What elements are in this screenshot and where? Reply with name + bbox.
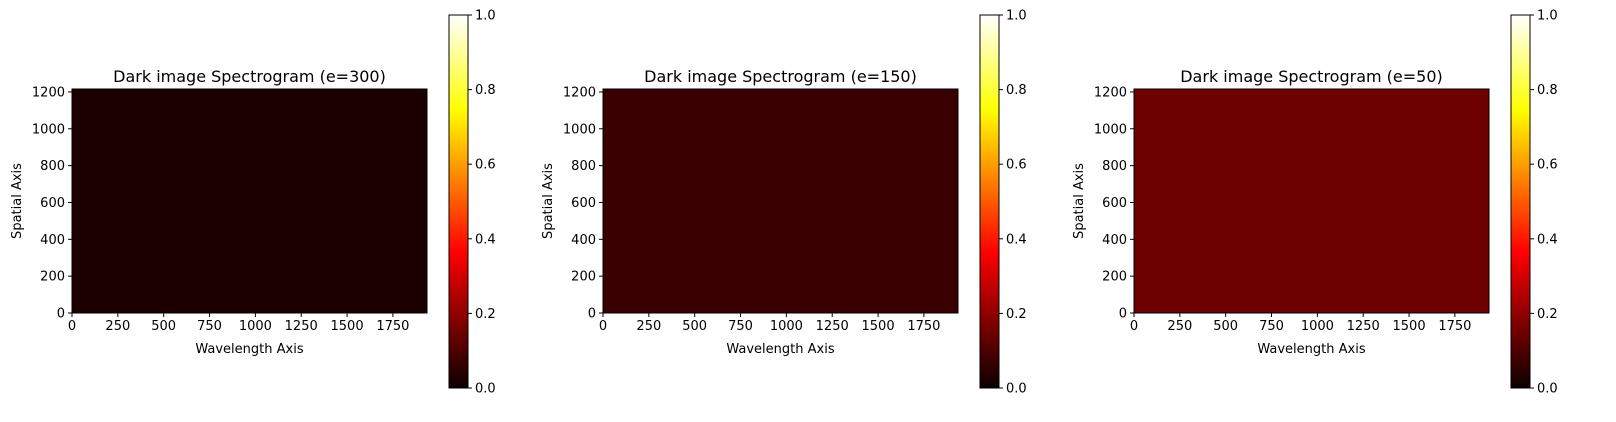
chart-title: Dark image Spectrogram (e=150) bbox=[644, 67, 917, 86]
y-tick-label: 1200 bbox=[563, 85, 596, 100]
colorbar-tick-label: 0.0 bbox=[1537, 382, 1558, 397]
colorbar-tick-label: 1.0 bbox=[1537, 9, 1558, 24]
y-tick-label: 0 bbox=[1119, 307, 1127, 322]
subplot-panel: 0 250 500 750 1000 1250 1500 1750 0 200 400 600 800 1… bbox=[1072, 9, 1558, 397]
x-tick-label: 1000 bbox=[239, 319, 272, 334]
x-tick-label: 1000 bbox=[1301, 319, 1334, 334]
x-tick-label: 1500 bbox=[862, 319, 895, 334]
colorbar-tick-label: 0.4 bbox=[1006, 232, 1027, 247]
y-tick-label: 800 bbox=[571, 159, 596, 174]
colorbar bbox=[448, 14, 469, 389]
colorbar-tick-label: 0.2 bbox=[1006, 307, 1027, 322]
x-tick-label: 1500 bbox=[1393, 319, 1426, 334]
y-axis-label: Spatial Axis bbox=[1072, 163, 1087, 239]
heatmap-image bbox=[602, 88, 959, 314]
colorbar-tick-label: 1.0 bbox=[475, 9, 496, 24]
y-tick-label: 600 bbox=[571, 196, 596, 211]
y-tick-label: 200 bbox=[1102, 270, 1127, 285]
x-tick-label: 1000 bbox=[770, 319, 803, 334]
y-axis-label: Spatial Axis bbox=[541, 163, 556, 239]
y-tick-label: 200 bbox=[571, 270, 596, 285]
colorbar-tick-label: 0.0 bbox=[1006, 382, 1027, 397]
colorbar-tick-label: 0.8 bbox=[475, 83, 496, 98]
x-tick-label: 500 bbox=[682, 319, 707, 334]
colorbar-tick-label: 1.0 bbox=[1006, 9, 1027, 24]
x-tick-label: 250 bbox=[636, 319, 661, 334]
x-tick-label: 750 bbox=[728, 319, 753, 334]
y-tick-label: 200 bbox=[40, 270, 65, 285]
colorbar-tick-label: 0.2 bbox=[475, 307, 496, 322]
colorbar-tick-label: 0.6 bbox=[1537, 158, 1558, 173]
x-tick-label: 500 bbox=[151, 319, 176, 334]
x-tick-label: 1750 bbox=[1438, 319, 1471, 334]
y-tick-label: 0 bbox=[588, 307, 596, 322]
y-tick-label: 800 bbox=[1102, 159, 1127, 174]
x-tick-label: 1750 bbox=[376, 319, 409, 334]
colorbar bbox=[1510, 14, 1531, 389]
y-tick-label: 1000 bbox=[1094, 122, 1127, 137]
x-tick-label: 250 bbox=[1167, 319, 1192, 334]
heatmap-image bbox=[71, 88, 428, 314]
colorbar-tick-label: 0.8 bbox=[1537, 83, 1558, 98]
y-tick-label: 400 bbox=[40, 233, 65, 248]
colorbar-tick-label: 0.2 bbox=[1537, 307, 1558, 322]
chart-title: Dark image Spectrogram (e=300) bbox=[113, 67, 386, 86]
colorbar-tick-label: 0.6 bbox=[1006, 158, 1027, 173]
subplot-panel: 0 250 500 750 1000 1250 1500 1750 0 200 400 600 800 1… bbox=[10, 9, 496, 397]
colorbar-tick-label: 0.4 bbox=[1537, 232, 1558, 247]
x-tick-label: 1250 bbox=[816, 319, 849, 334]
y-tick-label: 0 bbox=[57, 307, 65, 322]
x-tick-label: 0 bbox=[599, 319, 607, 334]
y-tick-label: 1200 bbox=[1094, 85, 1127, 100]
x-tick-label: 1750 bbox=[907, 319, 940, 334]
y-tick-label: 600 bbox=[40, 196, 65, 211]
heatmap-image bbox=[1133, 88, 1490, 314]
x-tick-label: 1250 bbox=[285, 319, 318, 334]
y-tick-label: 400 bbox=[571, 233, 596, 248]
x-tick-label: 750 bbox=[197, 319, 222, 334]
x-tick-label: 1250 bbox=[1347, 319, 1380, 334]
y-axis-label: Spatial Axis bbox=[10, 163, 25, 239]
y-tick-label: 400 bbox=[1102, 233, 1127, 248]
y-tick-label: 1200 bbox=[32, 85, 65, 100]
colorbar-tick-label: 0.6 bbox=[475, 158, 496, 173]
y-tick-label: 600 bbox=[1102, 196, 1127, 211]
x-tick-label: 0 bbox=[68, 319, 76, 334]
x-tick-label: 750 bbox=[1259, 319, 1284, 334]
x-tick-label: 500 bbox=[1213, 319, 1238, 334]
y-tick-label: 1000 bbox=[563, 122, 596, 137]
subplot-panel: 0 250 500 750 1000 1250 1500 1750 0 200 400 600 800 1… bbox=[541, 9, 1027, 397]
y-tick-label: 800 bbox=[40, 159, 65, 174]
x-tick-label: 0 bbox=[1130, 319, 1138, 334]
colorbar-tick-label: 0.4 bbox=[475, 232, 496, 247]
x-axis-label: Wavelength Axis bbox=[1257, 342, 1365, 357]
x-axis-label: Wavelength Axis bbox=[726, 342, 834, 357]
colorbar-tick-label: 0.0 bbox=[475, 382, 496, 397]
y-tick-label: 1000 bbox=[32, 122, 65, 137]
chart-title: Dark image Spectrogram (e=50) bbox=[1180, 67, 1443, 86]
x-tick-label: 250 bbox=[105, 319, 130, 334]
colorbar bbox=[979, 14, 1000, 389]
colorbar-tick-label: 0.8 bbox=[1006, 83, 1027, 98]
x-tick-label: 1500 bbox=[331, 319, 364, 334]
x-axis-label: Wavelength Axis bbox=[195, 342, 303, 357]
